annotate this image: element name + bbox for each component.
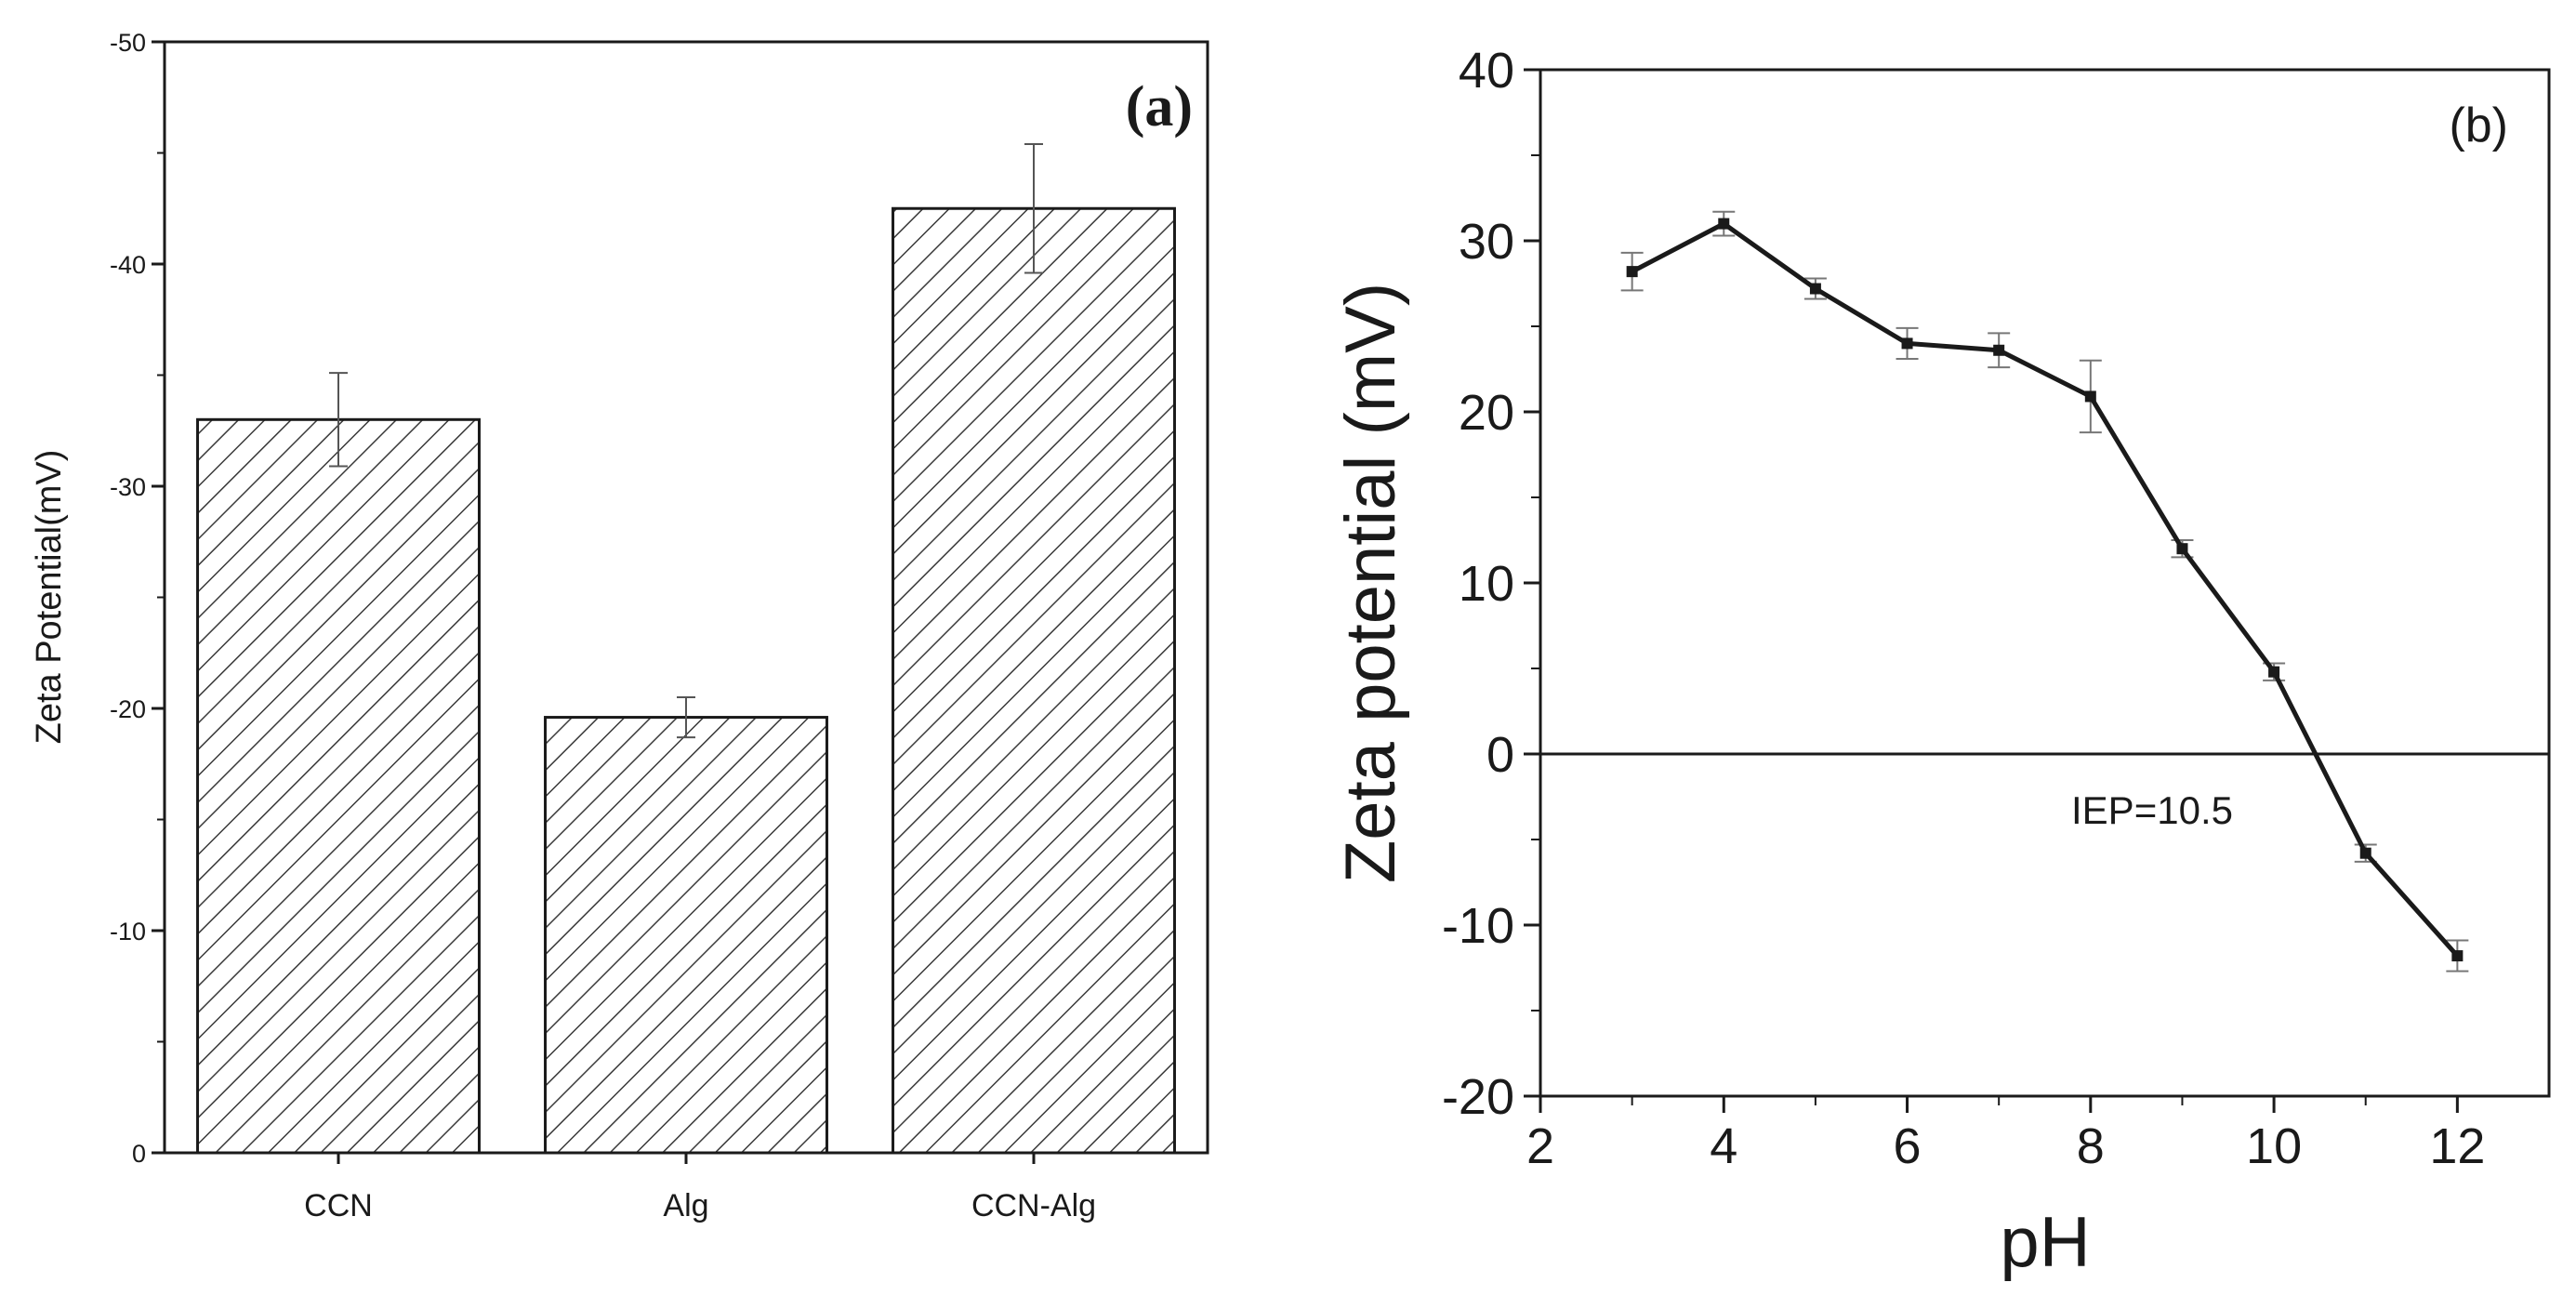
data-point bbox=[2359, 847, 2371, 859]
x-tick-label-b: 2 bbox=[1526, 1118, 1554, 1174]
data-point bbox=[1809, 283, 1821, 295]
x-tick-label-a: CCN bbox=[304, 1188, 373, 1223]
bar bbox=[892, 206, 1176, 1155]
data-point bbox=[1626, 266, 1638, 278]
y-tick-label-b: 10 bbox=[1459, 556, 1514, 612]
panel-label-a: (a) bbox=[1126, 75, 1193, 139]
data-point bbox=[2268, 666, 2280, 678]
y-tick-label-b: 0 bbox=[1486, 727, 1514, 783]
axis-ticks-b: -20 -10 0 10 20 30 40 2 4 6 8 10 12 bbox=[1442, 43, 2485, 1174]
x-tick-label-b: 8 bbox=[2077, 1118, 2105, 1174]
x-tick-label-b: 12 bbox=[2429, 1118, 2485, 1174]
y-tick-label-a: -10 bbox=[110, 918, 146, 945]
y-tick-label-b: 40 bbox=[1459, 43, 1514, 99]
y-tick-label-a: -50 bbox=[110, 29, 146, 57]
data-point bbox=[2084, 390, 2096, 403]
y-tick-label-a: 0 bbox=[132, 1140, 146, 1168]
panel-label-b: (b) bbox=[2449, 99, 2508, 152]
data-point bbox=[1718, 218, 1730, 230]
y-axis-label-a: Zeta Potential(mV) bbox=[30, 450, 69, 745]
x-tick-label-b: 10 bbox=[2246, 1118, 2302, 1174]
bar-chart-panel-a: 0 -10 -20 -30 -40 -50 CCN Alg CCN-Alg Zeta Pote… bbox=[30, 29, 1209, 1223]
x-tick-label-a: CCN-Alg bbox=[971, 1188, 1096, 1223]
plot-frame-b bbox=[1539, 68, 2551, 1098]
bar bbox=[196, 417, 481, 1155]
y-tick-label-b: 20 bbox=[1459, 385, 1514, 441]
y-tick-label-b: 30 bbox=[1459, 214, 1514, 270]
iep-annotation: IEP=10.5 bbox=[2071, 788, 2233, 832]
bar bbox=[544, 716, 828, 1155]
y-tick-label-a: -20 bbox=[110, 695, 146, 723]
data-point bbox=[2176, 543, 2188, 555]
error-bars-b bbox=[1620, 210, 2469, 972]
y-axis-label-b: Zeta potential (mV) bbox=[1331, 283, 1410, 883]
x-tick-label-a: Alg bbox=[663, 1188, 708, 1223]
data-series-b bbox=[1626, 218, 2464, 962]
x-tick-label-b: 6 bbox=[1894, 1118, 1922, 1174]
data-point bbox=[1901, 337, 1913, 350]
y-tick-label-a: -40 bbox=[110, 251, 146, 279]
y-axis-ticks-a: 0 -10 -20 -30 -40 -50 bbox=[110, 29, 165, 1168]
data-point bbox=[1993, 344, 2005, 356]
bars-a bbox=[196, 206, 1176, 1155]
x-tick-label-b: 4 bbox=[1710, 1118, 1737, 1174]
x-tick-labels-a: CCN Alg CCN-Alg bbox=[304, 1153, 1096, 1223]
y-tick-label-b: -20 bbox=[1442, 1069, 1514, 1125]
data-point bbox=[2451, 950, 2464, 962]
x-axis-label-b: pH bbox=[2000, 1203, 2090, 1282]
series-line bbox=[1631, 221, 2460, 958]
line-chart-panel-b: -20 -10 0 10 20 30 40 2 4 6 8 10 12 pH Zeta potentia… bbox=[1331, 43, 2551, 1282]
y-tick-label-a: -30 bbox=[110, 473, 146, 501]
y-tick-label-b: -10 bbox=[1442, 898, 1514, 954]
error-bars-a bbox=[329, 142, 1043, 739]
